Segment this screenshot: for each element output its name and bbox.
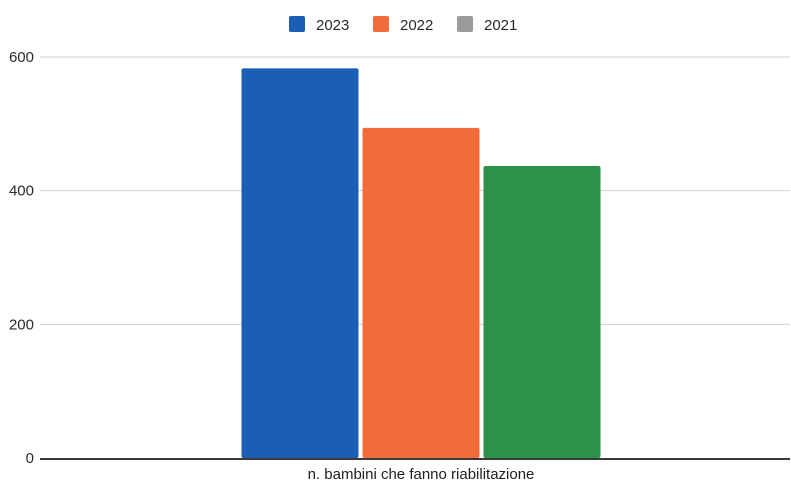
- legend: 2023 2022 2021: [289, 16, 517, 34]
- bar-2022: [362, 127, 480, 459]
- bars: [241, 68, 601, 459]
- y-axis-ticks: 0 200 400 600: [9, 49, 34, 467]
- legend-label-2022: 2022: [400, 17, 433, 34]
- legend-swatch-2023: [289, 16, 305, 32]
- legend-swatch-2021: [457, 16, 473, 32]
- legend-swatch-2022: [373, 16, 389, 32]
- y-tick-label: 600: [9, 49, 34, 66]
- x-category-label: n. bambini che fanno riabilitazione: [308, 466, 535, 483]
- y-tick-label: 400: [9, 183, 34, 200]
- bar-2023: [241, 68, 359, 458]
- legend-label-2021: 2021: [484, 17, 517, 34]
- category-labels: n. bambini che fanno riabilitazione: [308, 466, 535, 483]
- y-tick-label: 200: [9, 316, 34, 333]
- y-tick-label: 0: [26, 450, 34, 467]
- legend-label-2023: 2023: [316, 17, 349, 34]
- bar-2021: [483, 165, 601, 458]
